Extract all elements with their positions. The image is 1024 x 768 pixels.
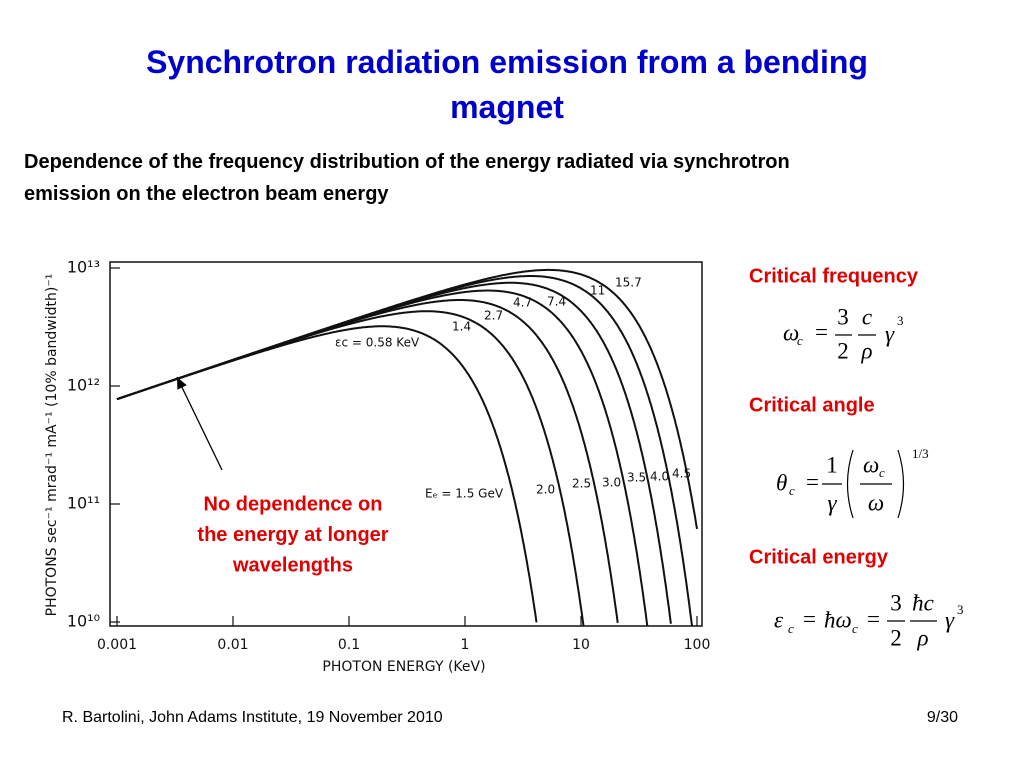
formula-symbol: = [815,319,828,344]
formula-symbol: ω [863,452,879,477]
formula-symbol: ω [868,490,884,515]
formula-symbol: ω [783,320,799,345]
x-tick-label: 0.001 [97,637,137,653]
x-axis-label: PHOTON ENERGY (KeV) [322,659,485,675]
formula-symbol: 2 [837,338,849,363]
annotation-arrow [176,376,223,471]
y-tick-label: 10¹¹ [67,494,100,513]
formula-symbol: 2 [890,625,902,650]
critical-energy-label: 11 [590,284,605,298]
formula-symbol: θ [776,470,787,495]
formula-lines [822,334,937,622]
x-tick-label: 0.01 [217,637,248,653]
footer-page: 9/30 [927,709,958,726]
formula-symbol: ħω [824,607,852,632]
footer-source: R. Bartolini, John Adams Institute, 19 N… [62,709,443,726]
formula-label: Critical frequency [749,265,919,287]
critical-energy-label: 15.7 [615,276,642,290]
formula-label: Critical angle [749,394,875,416]
annotation: No dependence on [204,493,383,515]
formula-symbol: 3 [957,602,964,617]
x-tick-label: 1 [461,637,470,653]
formula-symbol: γ [827,490,837,515]
spectrum-curve [116,310,585,626]
formula-symbol: ρ [860,338,872,363]
slide-subtitle: Dependence of the frequency distribution… [24,151,790,205]
spectrum-curve [116,325,538,623]
beam-energy-label: 4.5 [672,467,691,481]
beam-energy-label: 3.5 [627,471,646,485]
beam-energy-label: 3.0 [602,476,621,490]
formula-symbol: 3 [890,590,902,615]
plot-frame [109,261,703,627]
y-tick-label: 10¹⁰ [67,612,100,631]
formula-symbol: c [879,465,885,480]
formula-label: Critical energy [749,546,889,568]
formula-symbol: c [862,304,872,329]
formula-symbol: c [789,483,795,498]
formula-symbol: = [806,469,819,494]
spectrum-curve [116,268,698,530]
formula-symbol: 1/3 [912,446,929,461]
beam-energy-label: 2.0 [536,483,555,497]
formula-symbol: = [867,606,880,631]
critical-energy-label: 2.7 [484,309,503,323]
critical-energy-label: εc = 0.58 KeV [335,336,420,350]
formula-symbol: γ [885,321,895,346]
beam-energy-label: Eₑ = 1.5 GeV [425,487,504,501]
annotation: wavelengths [232,554,353,576]
annotation: the energy at longer [197,524,388,546]
y-axis-label: PHOTONS sec⁻¹ mrad⁻¹ mA⁻¹ (10% bandwidth… [44,274,60,617]
x-tick-label: 100 [684,637,711,653]
critical-energy-label: 7.4 [547,295,566,309]
formula-symbol: c [788,621,794,636]
y-tick-label: 10¹³ [67,258,100,277]
formula-symbol: 1 [826,452,838,477]
formula-symbol: 3 [837,304,849,329]
formula-symbol: ħc [912,590,934,615]
formula-symbol: c [797,333,803,348]
curves [116,268,698,626]
y-tick-label: 10¹² [67,376,100,395]
x-tick-label: 0.1 [338,637,360,653]
x-tick-label: 10 [572,637,590,653]
formula-symbol: = [803,606,816,631]
beam-energy-label: 4.0 [650,470,669,484]
formula-symbol: ε [774,607,784,632]
slide-title: Synchrotron radiation emission from a be… [146,44,868,125]
beam-energy-label: 2.5 [572,477,591,491]
critical-energy-label: 1.4 [452,320,471,334]
formula-symbol: γ [945,607,955,632]
formula-symbol: c [852,621,858,636]
formula-symbol: ρ [916,625,928,650]
critical-energy-label: 4.7 [513,296,532,310]
formula-symbol: 3 [897,313,904,328]
